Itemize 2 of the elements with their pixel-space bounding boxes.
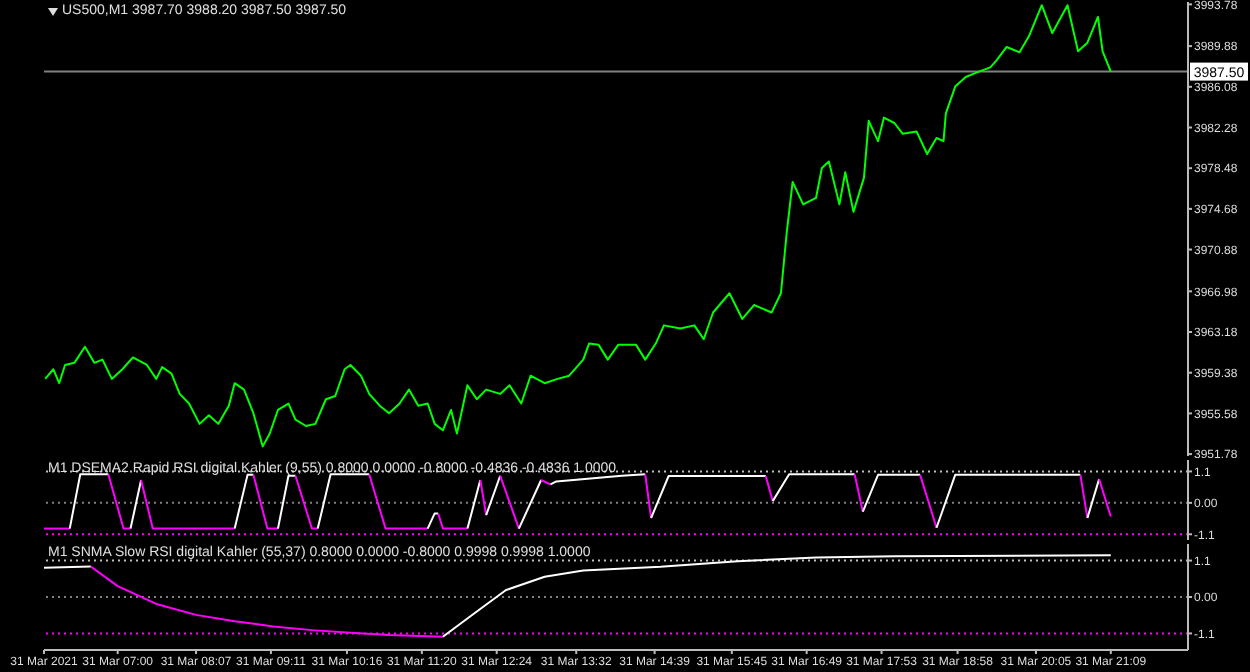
line-series bbox=[44, 4, 1112, 448]
line-series bbox=[441, 554, 1112, 638]
